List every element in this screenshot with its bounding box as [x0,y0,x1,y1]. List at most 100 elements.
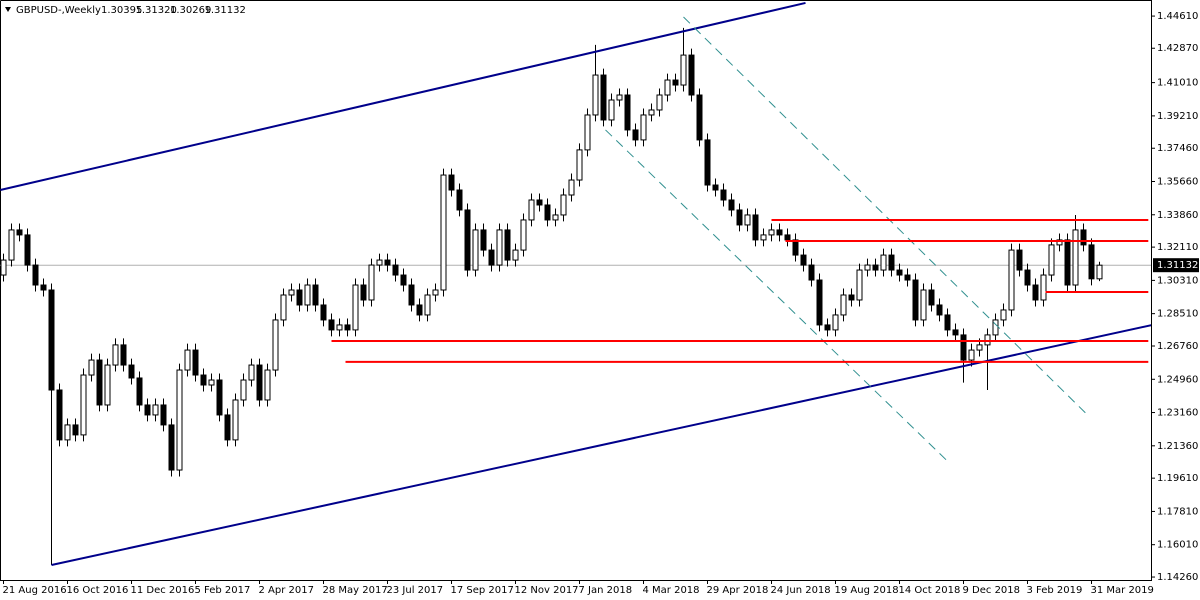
x-tick-label: 9 Dec 2018 [963,585,1021,596]
x-tick-label: 16 Oct 2016 [67,585,129,596]
candle-body [264,369,271,401]
candle-body [768,229,775,236]
candle-body [1032,284,1039,301]
candle-body [432,289,439,296]
candle-body [24,234,31,266]
candle-body [448,174,455,191]
candle-body [1048,244,1055,276]
x-tick-label: 4 Mar 2018 [643,585,700,596]
candle-body [848,294,855,301]
candle-body [632,129,639,141]
x-tick-label: 28 May 2017 [323,585,388,596]
y-tick-label: 1.44610 [1157,11,1198,22]
header-value: 1.30395 [101,5,142,16]
candle-body [504,229,511,261]
candle-body [184,349,191,371]
candle-body [552,214,559,221]
candle-body [560,194,567,216]
x-tick-label: 31 Mar 2019 [1091,585,1154,596]
candle-body [752,214,759,241]
x-tick-label: 29 Apr 2018 [707,585,769,596]
candle-body [1024,269,1031,286]
candle-body [672,79,679,86]
header-value: 1.31320 [136,5,177,16]
candle-body [640,114,647,141]
candle-body [664,79,671,96]
candle-body [224,414,231,441]
candle-body [32,264,39,286]
candle-body [40,284,47,291]
candle-body [480,229,487,251]
candle-body [960,334,967,361]
y-tick-label: 1.28510 [1157,309,1198,320]
candle-body [512,249,519,261]
candle-body [128,364,135,379]
menu-icon[interactable] [5,7,11,12]
candle-body [856,269,863,301]
candle-body [520,219,527,251]
candle-body [816,279,823,326]
candle-body [72,424,79,436]
x-tick-label: 19 Aug 2018 [835,585,899,596]
candle-body [408,284,415,306]
y-tick-label: 1.17810 [1157,506,1198,517]
candle-body [320,304,327,321]
candle-body [920,289,927,321]
candle-body [576,149,583,181]
candle-body [0,259,7,276]
candle-body [312,284,319,306]
candle-body [400,274,407,286]
header-value: 1.31132 [205,5,246,16]
candle-body [456,189,463,211]
candle-body [936,304,943,316]
candle-body [384,259,391,266]
y-tick-label: 1.14260 [1157,572,1198,583]
candle-body [232,399,239,441]
candle-body [976,344,983,351]
x-tick-label: 14 Oct 2018 [899,585,961,596]
candle-body [928,289,935,306]
y-tick-label: 1.39210 [1157,111,1198,122]
candle-body [392,264,399,276]
candle-body [352,284,359,331]
candle-body [904,274,911,281]
candle-body [120,344,127,366]
trend-line [0,1,806,191]
candle-body [360,284,367,301]
candle-body [328,319,335,331]
candle-body [344,324,351,331]
plot-frame [0,0,1152,581]
candle-body [968,349,975,361]
last-price-tag [1153,258,1199,273]
candle-body [608,99,615,121]
candle-body [64,424,71,441]
candle-body [176,369,183,471]
candle-body [824,324,831,331]
candle-body [832,314,839,331]
candle-body [648,109,655,116]
trend-line [683,16,1086,414]
candle-body [472,229,479,271]
candle-body [592,74,599,116]
header-value: 1.30269 [170,5,211,16]
candle-body [1096,264,1103,280]
candle-body [744,214,751,226]
x-tick-label: 21 Aug 2016 [3,585,67,596]
candle-body [1008,249,1015,311]
y-tick-label: 1.24960 [1157,374,1198,385]
trend-line [605,129,949,463]
y-tick-label: 1.26760 [1157,341,1198,352]
candle-body [1072,229,1079,286]
candle-body [800,254,807,266]
candle-body [8,229,15,261]
candle-body [792,239,799,256]
candle-body [720,189,727,201]
candle-body [112,344,119,366]
candle-body [80,374,87,436]
candle-body [864,264,871,271]
candle-body [304,284,311,306]
trend-line [51,324,1151,567]
candle-body [536,199,543,206]
candle-body [280,294,287,321]
candle-body [288,289,295,296]
